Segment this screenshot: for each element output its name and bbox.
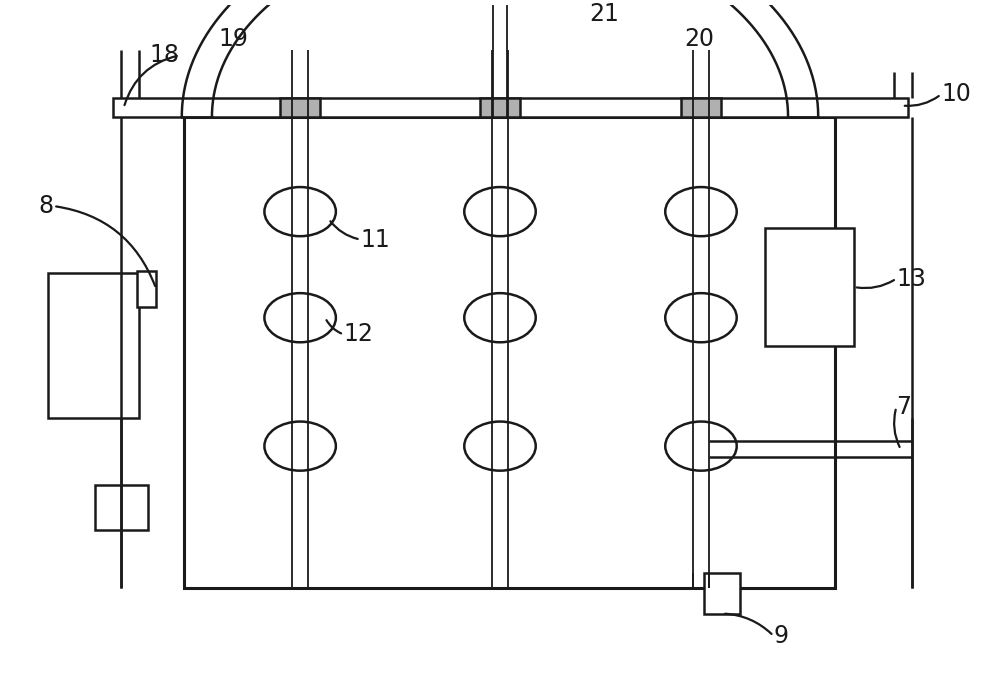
Text: 19: 19: [219, 26, 249, 51]
Text: 9: 9: [774, 624, 789, 648]
Bar: [48, 273, 139, 418]
Bar: [704, 573, 740, 614]
Bar: [480, 98, 520, 117]
Ellipse shape: [665, 422, 737, 470]
Ellipse shape: [264, 422, 336, 470]
Ellipse shape: [264, 293, 336, 342]
Text: 21: 21: [589, 2, 619, 26]
Bar: [765, 228, 854, 346]
Text: 11: 11: [360, 227, 390, 252]
Bar: [184, 117, 835, 588]
Ellipse shape: [464, 422, 536, 470]
Bar: [113, 98, 908, 117]
Ellipse shape: [665, 293, 737, 342]
Text: 10: 10: [941, 82, 971, 107]
Text: 13: 13: [896, 267, 926, 291]
Ellipse shape: [464, 293, 536, 342]
Text: 8: 8: [38, 194, 53, 218]
Text: 20: 20: [684, 26, 714, 51]
Text: 7: 7: [896, 395, 911, 419]
Text: 12: 12: [344, 323, 374, 346]
Ellipse shape: [665, 187, 737, 236]
Bar: [95, 485, 148, 530]
Ellipse shape: [464, 187, 536, 236]
Bar: [280, 98, 320, 117]
Bar: [137, 271, 156, 306]
Ellipse shape: [264, 187, 336, 236]
Bar: [681, 98, 721, 117]
Text: 18: 18: [150, 43, 180, 68]
